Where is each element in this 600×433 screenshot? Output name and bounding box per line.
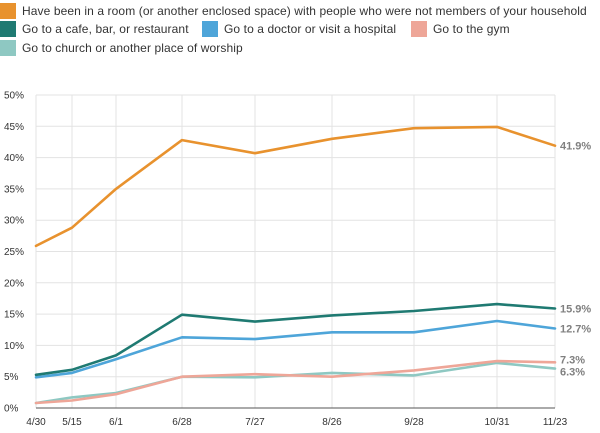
x-tick-label: 6/1 [109,417,123,428]
legend-item-cafe: Go to a cafe, bar, or restaurant [0,21,202,37]
end-label-1: 15.9% [560,303,591,315]
x-tick-label: 11/23 [543,417,568,428]
x-tick-label: 4/30 [26,417,46,428]
series-line-4 [34,361,557,405]
legend-swatch-doctor [202,21,218,37]
legend-label-doctor: Go to a doctor or visit a hospital [224,22,397,36]
y-tick-label: 30% [4,216,24,227]
legend-item-church: Go to church or another place of worship [0,40,243,56]
y-tick-label: 45% [4,122,24,133]
end-label-4: 6.3% [560,367,585,379]
legend-label-church: Go to church or another place of worship [22,41,243,55]
legend-label-gym: Go to the gym [433,22,510,36]
series-line-3 [34,359,557,405]
y-tick-label: 5% [4,372,19,383]
legend-swatch-cafe [0,21,16,37]
x-tick-label: 7/27 [245,417,265,428]
y-tick-label: 10% [4,341,24,352]
y-tick-label: 20% [4,278,24,289]
y-tick-label: 35% [4,184,24,195]
legend-item-gym: Go to the gym [411,21,510,37]
y-tick-label: 15% [4,310,24,321]
y-tick-label: 25% [4,247,24,258]
end-label-3: 7.3% [560,354,585,366]
legend-label-room: Have been in a room (or another enclosed… [22,4,587,18]
series-line-0 [34,125,557,248]
end-label-2: 12.7% [560,323,591,335]
y-tick-label: 50% [4,91,24,102]
x-tick-label: 9/28 [404,417,424,428]
series-line-2 [34,319,557,379]
legend-row-2: Go to a cafe, bar, or restaurant Go to a… [0,21,510,37]
y-tick-label: 40% [4,153,24,164]
legend-swatch-room [0,3,16,19]
series-line-1 [34,302,557,377]
legend-swatch-church [0,40,16,56]
legend-row-3: Go to church or another place of worship [0,40,243,56]
legend-label-cafe: Go to a cafe, bar, or restaurant [22,22,189,36]
end-label-0: 41.9% [560,141,591,153]
legend-item-room: Have been in a room (or another enclosed… [0,3,587,19]
x-tick-label: 10/31 [484,417,509,428]
legend-row-1: Have been in a room (or another enclosed… [0,3,587,19]
x-tick-label: 5/15 [62,417,82,428]
x-tick-label: 8/26 [322,417,342,428]
y-tick-label: 0% [4,404,19,415]
legend-item-doctor: Go to a doctor or visit a hospital [202,21,411,37]
x-tick-label: 6/28 [172,417,192,428]
legend-swatch-gym [411,21,427,37]
